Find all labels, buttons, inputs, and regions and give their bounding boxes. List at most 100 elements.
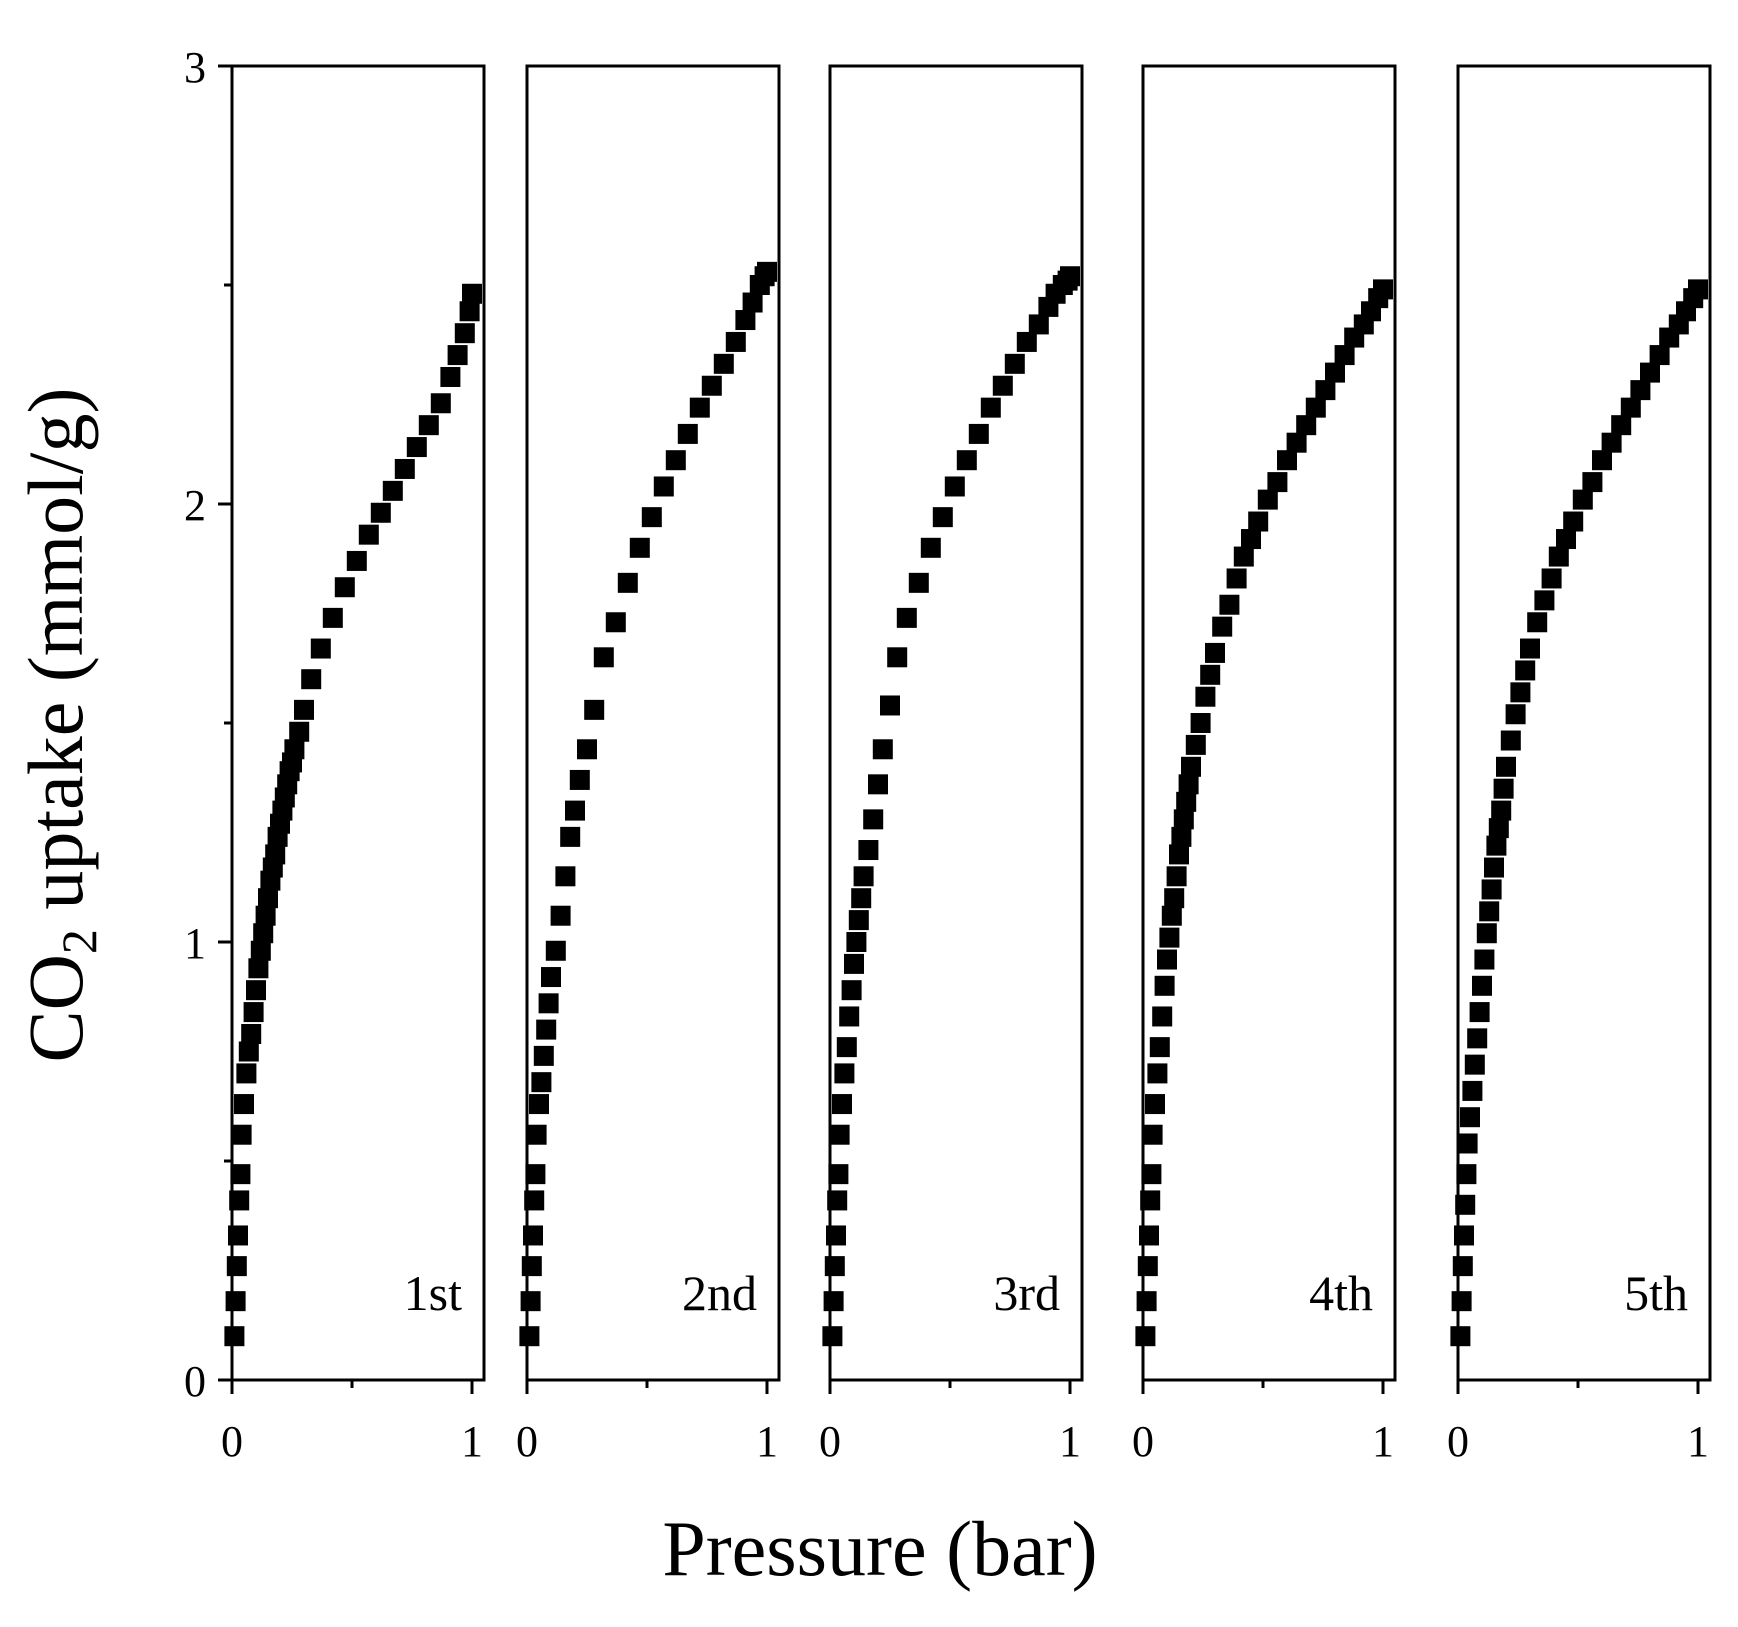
data-point — [1141, 1164, 1162, 1185]
data-point — [1520, 638, 1540, 659]
data-point — [1451, 1291, 1472, 1312]
data-point — [880, 695, 900, 716]
data-point — [1534, 590, 1555, 611]
data-point — [520, 1291, 541, 1312]
data-point — [735, 310, 756, 331]
panel-frame — [230, 64, 486, 1382]
data-point — [1592, 450, 1612, 471]
data-point — [1484, 857, 1504, 878]
data-point — [1305, 397, 1326, 418]
data-point — [1515, 660, 1536, 681]
data-point — [284, 739, 305, 760]
cycle-label: 3rd — [993, 1265, 1060, 1321]
y-axis-title-subscript: 2 — [51, 929, 107, 954]
data-point — [322, 607, 343, 628]
x-axis-title: Pressure (bar) — [662, 1505, 1097, 1592]
data-point — [1450, 1326, 1471, 1347]
data-point — [1472, 975, 1492, 996]
data-point — [255, 905, 276, 926]
data-point — [653, 476, 674, 497]
data-point — [1457, 1133, 1478, 1154]
x-tick-label: 1 — [1372, 1417, 1394, 1466]
data-point — [932, 507, 953, 528]
y-axis-title-suffix: uptake (mmol/g) — [12, 388, 99, 930]
data-point — [836, 1037, 857, 1058]
data-point — [536, 1019, 557, 1040]
data-point — [1205, 642, 1225, 663]
data-point — [1456, 1164, 1477, 1185]
data-point — [250, 940, 271, 961]
data-point — [629, 537, 650, 558]
data-point — [1454, 1225, 1474, 1246]
data-point — [1688, 279, 1708, 300]
x-tick-label: 1 — [461, 1417, 483, 1466]
data-point — [1004, 353, 1025, 374]
data-point — [641, 507, 662, 528]
data-point — [447, 345, 468, 366]
data-point — [1233, 546, 1254, 567]
data-point — [545, 940, 566, 961]
data-point — [1137, 1256, 1158, 1277]
data-point — [1640, 362, 1660, 383]
data-point — [521, 1256, 542, 1277]
data-point — [1185, 734, 1206, 755]
data-point — [689, 397, 710, 418]
data-point — [569, 769, 590, 790]
data-point — [1171, 826, 1192, 847]
data-point — [370, 502, 391, 523]
data-point — [577, 739, 597, 760]
data-point — [1296, 415, 1317, 436]
data-point — [834, 1063, 855, 1084]
data-point — [1152, 1006, 1173, 1027]
data-point — [243, 1002, 264, 1023]
data-point — [230, 1164, 251, 1185]
data-point — [1474, 949, 1495, 970]
data-point — [301, 669, 322, 690]
x-tick-label: 0 — [516, 1417, 538, 1466]
data-point — [1159, 927, 1180, 948]
data-point — [823, 1291, 844, 1312]
data-point — [1548, 546, 1569, 567]
data-point — [1200, 664, 1221, 685]
data-point — [1142, 1124, 1163, 1145]
data-point — [1563, 511, 1584, 532]
data-point — [858, 840, 879, 861]
data-point — [289, 721, 310, 742]
data-point — [1267, 472, 1288, 493]
panel-frame — [1456, 64, 1712, 1382]
data-point — [1173, 809, 1194, 830]
data-point — [238, 1041, 259, 1062]
cycle-label: 2nd — [682, 1265, 757, 1321]
data-point — [1510, 682, 1531, 703]
data-point — [1505, 704, 1526, 725]
data-point — [617, 572, 638, 593]
data-point — [605, 612, 626, 633]
data-point — [853, 866, 874, 887]
data-point — [310, 638, 331, 659]
data-point — [872, 739, 893, 760]
data-point — [1136, 1291, 1157, 1312]
x-tick-label: 0 — [1447, 1417, 1469, 1466]
panel-3: 0 1 3rd — [819, 64, 1084, 1466]
data-point — [1277, 450, 1297, 471]
data-point — [533, 1045, 554, 1066]
data-point — [1467, 1028, 1488, 1049]
data-point — [560, 826, 581, 847]
data-point — [1166, 866, 1187, 887]
data-point — [1016, 331, 1037, 352]
data-point — [1147, 1063, 1168, 1084]
panel-frame — [1141, 64, 1397, 1382]
data-point — [228, 1225, 248, 1246]
panel-4: 0 1 4th — [1132, 64, 1397, 1466]
data-point — [827, 1190, 848, 1211]
data-point — [231, 1124, 252, 1145]
y-axis-title-prefix: CO — [12, 954, 99, 1062]
cycle-label: 5th — [1624, 1265, 1688, 1321]
y-axis-title: CO2 uptake (mmol/g) — [12, 388, 107, 1063]
data-point — [1226, 568, 1247, 589]
data-point — [944, 476, 965, 497]
data-point — [1145, 1094, 1165, 1115]
data-point — [1181, 756, 1201, 777]
data-point — [593, 647, 614, 668]
